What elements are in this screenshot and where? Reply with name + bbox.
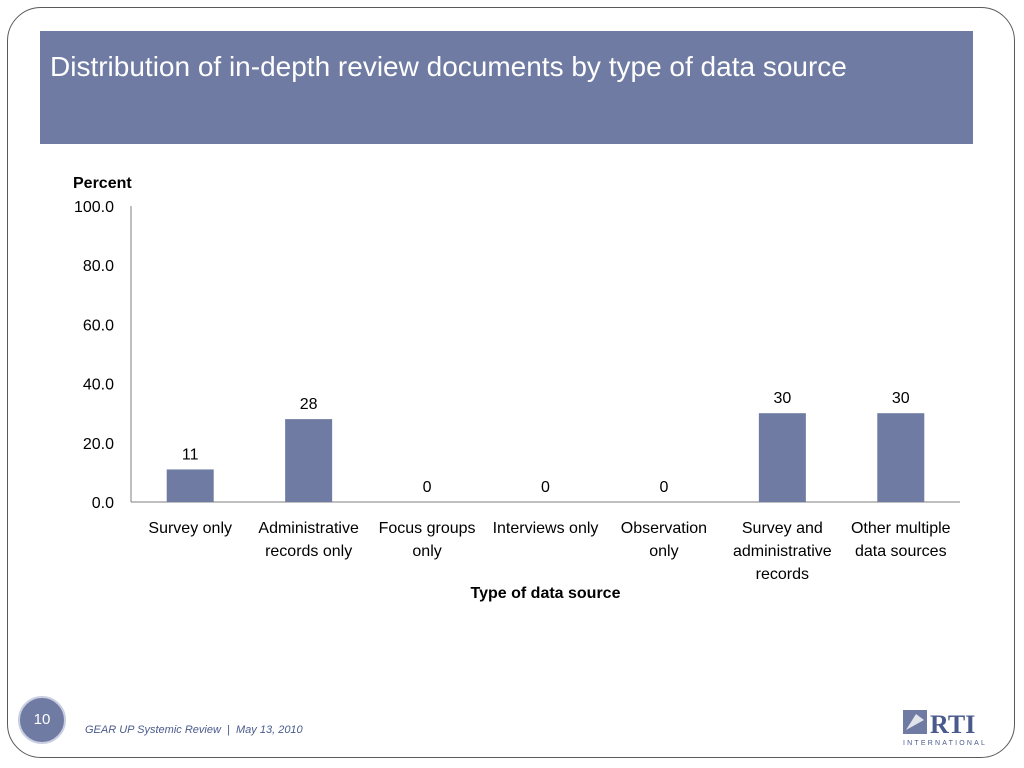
logo-subtext: INTERNATIONAL	[903, 740, 987, 747]
y-tick-label: 80.0	[83, 258, 114, 275]
footer-date: May 13, 2010	[236, 724, 303, 736]
bar	[758, 413, 806, 502]
data-label: 0	[423, 479, 432, 496]
slide-title: Distribution of in-depth review document…	[50, 51, 847, 82]
x-tick-label: records	[756, 566, 809, 583]
page-number-badge: 10	[18, 696, 66, 744]
y-tick-label: 60.0	[83, 317, 114, 334]
x-axis-label: Type of data source	[471, 585, 621, 602]
y-tick-label: 100.0	[74, 199, 114, 216]
x-tick-label: Administrative	[258, 520, 359, 537]
y-tick-label: 20.0	[83, 436, 114, 453]
bar	[166, 469, 214, 502]
data-label: 11	[182, 446, 199, 463]
data-label: 30	[892, 390, 910, 407]
logo-text: RTI	[930, 710, 975, 739]
data-label: 30	[773, 390, 791, 407]
x-tick-label: Other multiple	[851, 520, 951, 537]
x-tick-label: Observation	[621, 520, 707, 537]
footer-separator: |	[227, 724, 230, 736]
x-tick-label: Survey and	[742, 520, 823, 537]
bar	[285, 419, 333, 502]
x-tick-label: records only	[265, 543, 352, 560]
x-tick-label: only	[649, 543, 678, 560]
x-tick-label: only	[412, 543, 441, 560]
logo-emblem-mark	[906, 714, 924, 730]
data-label: 0	[541, 479, 550, 496]
data-label: 28	[300, 396, 318, 413]
footer: GEAR UP Systemic Review | May 13, 2010	[85, 724, 303, 736]
bar	[877, 413, 925, 502]
x-tick-label: Focus groups	[379, 520, 476, 537]
y-tick-label: 40.0	[83, 377, 114, 394]
rti-logo: RTI INTERNATIONAL	[903, 710, 987, 747]
x-tick-label: data sources	[855, 543, 947, 560]
footer-title: GEAR UP Systemic Review	[85, 724, 221, 736]
x-tick-label: administrative	[733, 543, 832, 560]
x-tick-label: Interviews only	[493, 520, 599, 537]
x-tick-label: Survey only	[148, 520, 232, 537]
title-bar	[40, 31, 973, 144]
data-label: 0	[659, 479, 668, 496]
y-tick-label: 0.0	[92, 495, 114, 512]
y-axis-label: Percent	[73, 175, 132, 192]
